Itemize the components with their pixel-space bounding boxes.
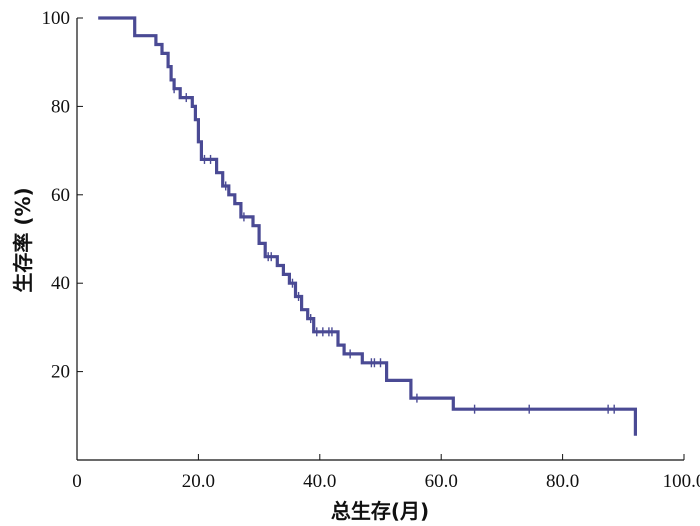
y-tick-label: 100 <box>42 8 71 29</box>
y-tick-label: 60 <box>51 185 70 206</box>
x-tick-label: 20.0 <box>182 471 215 492</box>
y-tick-label: 40 <box>51 273 70 294</box>
survival-curve <box>98 16 637 436</box>
y-tick-label: 80 <box>51 96 70 117</box>
x-axis-title: 总生存(月) <box>331 499 429 523</box>
ticks: 0 20.0 40.0 60.0 80.0 100.0 20 40 60 80 100 <box>42 8 700 492</box>
x-tick-label: 100.0 <box>663 471 700 492</box>
x-tick-label: 40.0 <box>303 471 336 492</box>
y-tick-label: 20 <box>51 362 70 383</box>
x-tick-label: 0 <box>72 471 82 492</box>
x-tick-label: 80.0 <box>546 471 579 492</box>
y-axis-title: 生存率 (%) <box>11 187 35 292</box>
x-tick-label: 60.0 <box>425 471 458 492</box>
plot-area <box>98 16 637 436</box>
axes <box>76 18 684 461</box>
